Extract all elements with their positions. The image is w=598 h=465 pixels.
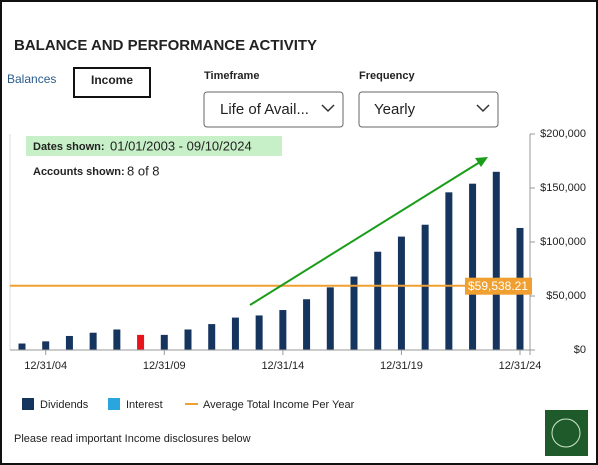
average-label-box: [465, 277, 532, 295]
info-label: Dates shown:: [33, 141, 105, 153]
bar: [255, 315, 263, 350]
bar: [279, 310, 287, 350]
x-tick-label: 12/31/24: [499, 360, 542, 372]
bar: [374, 251, 382, 350]
logo-ring: [551, 418, 581, 448]
annotation-arrow: [249, 161, 481, 306]
bar: [208, 324, 216, 350]
info-label: Accounts shown:: [33, 166, 125, 178]
bar: [445, 192, 453, 350]
bar: [18, 343, 26, 350]
legend-swatch: [108, 398, 120, 410]
legend-label: Interest: [126, 399, 163, 411]
y-tick-label: $100,000: [540, 236, 586, 248]
dropdown-value: Life of Avail...: [220, 101, 309, 118]
bar: [42, 341, 50, 350]
bar: [303, 299, 311, 350]
info-value: 8 of 8: [127, 163, 160, 178]
y-tick-label: $0: [574, 344, 586, 356]
x-tick-label: 12/31/14: [261, 360, 304, 372]
bar: [397, 236, 405, 350]
dropdown-value: Yearly: [374, 101, 416, 118]
arrow-head: [475, 157, 488, 167]
bar: [492, 171, 500, 350]
filter-label: Frequency: [359, 70, 416, 82]
average-label: $59,538.21: [468, 279, 528, 293]
y-tick-label: $150,000: [540, 182, 586, 194]
chevron: [321, 104, 335, 113]
logo: [545, 410, 588, 456]
tab[interactable]: Balances: [7, 72, 56, 86]
bar: [469, 183, 477, 350]
legend-label: Dividends: [40, 399, 89, 411]
bar: [89, 332, 97, 350]
tab-active[interactable]: [73, 67, 151, 98]
y-tick-label: $50,000: [546, 290, 586, 302]
bar: [113, 329, 121, 350]
bar: [421, 224, 429, 350]
tab[interactable]: Income: [91, 73, 133, 87]
highlight: [26, 136, 282, 156]
legend-swatch: [22, 398, 34, 410]
bar: [184, 329, 192, 350]
bar: [326, 287, 334, 350]
info-value: 01/01/2003 - 09/10/2024: [110, 138, 252, 153]
filter-label: Timeframe: [204, 70, 259, 82]
legend-label: Average Total Income Per Year: [203, 399, 355, 411]
bar: [350, 276, 358, 350]
y-tick-label: $200,000: [540, 128, 586, 140]
dropdown[interactable]: [203, 91, 344, 128]
x-tick-label: 12/31/19: [380, 360, 423, 372]
title: BALANCE AND PERFORMANCE ACTIVITY: [14, 37, 317, 54]
bar: [137, 334, 145, 350]
x-tick-label: 12/31/04: [24, 360, 67, 372]
x-tick-label: 12/31/09: [143, 360, 186, 372]
bar: [65, 335, 73, 350]
footer: Please read important Income disclosures…: [14, 433, 251, 445]
bar: [160, 334, 168, 350]
chevron: [476, 104, 490, 113]
bar: [231, 317, 239, 350]
dropdown[interactable]: [358, 91, 499, 128]
